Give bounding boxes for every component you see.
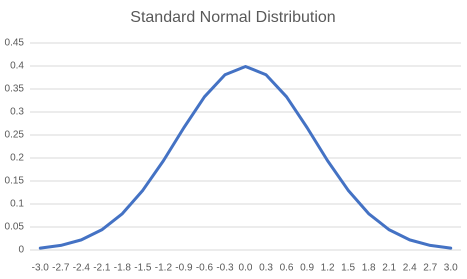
x-tick-label: -2.4 [73,263,91,274]
y-tick-label: 0.4 [10,61,24,72]
x-tick-label: -0.6 [196,263,214,274]
x-tick-label: 0.6 [280,263,294,274]
x-tick-label: 2.7 [423,263,437,274]
x-tick-label: -2.7 [52,263,70,274]
y-tick-label: 0.35 [5,84,25,95]
x-tick-label: 0.9 [300,263,314,274]
x-tick-label: -1.8 [114,263,132,274]
x-tick-label: 2.4 [403,263,417,274]
x-tick-label: 3.0 [444,263,458,274]
y-tick-label: 0.45 [5,38,25,49]
x-tick-label: -1.2 [155,263,173,274]
x-tick-label: 1.2 [321,263,335,274]
x-tick-label: -1.5 [134,263,152,274]
y-tick-label: 0.05 [5,222,25,233]
chart-title: Standard Normal Distribution [130,9,335,26]
x-tick-label: 1.5 [341,263,355,274]
y-tick-label: 0.1 [10,199,24,210]
x-tick-label: 0.3 [259,263,273,274]
y-tick-label: 0 [18,245,24,256]
x-tick-label: 2.1 [382,263,396,274]
y-tick-label: 0.2 [10,153,24,164]
data-line [38,64,453,250]
x-tick-label: -2.1 [93,263,111,274]
x-tick-label: -3.0 [32,263,50,274]
y-tick-label: 0.3 [10,107,24,118]
x-tick-label: -0.3 [216,263,234,274]
x-tick-label: 1.8 [362,263,376,274]
x-tick-label: -0.9 [175,263,193,274]
x-tick-label: 0.0 [239,263,253,274]
y-tick-label: 0.25 [5,130,25,141]
y-tick-label: 0.15 [5,176,25,187]
